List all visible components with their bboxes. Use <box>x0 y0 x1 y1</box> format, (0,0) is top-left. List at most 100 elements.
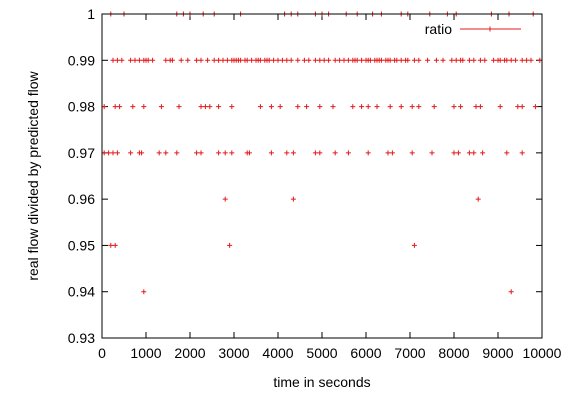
data-point-plus <box>332 150 338 156</box>
data-point-plus <box>537 57 543 63</box>
data-point-plus <box>130 104 136 110</box>
data-point-plus <box>332 57 338 63</box>
data-point-plus <box>312 150 318 156</box>
data-point-plus <box>350 104 356 110</box>
data-point-plus <box>136 57 142 63</box>
data-point-plus <box>128 57 134 63</box>
data-point-plus <box>244 57 250 63</box>
data-point-plus <box>345 150 351 156</box>
data-point-plus <box>185 57 191 63</box>
data-point-plus <box>229 150 235 156</box>
data-point-plus <box>290 196 296 202</box>
legend-marker-icon <box>487 26 493 32</box>
x-tick-label: 1000 <box>130 345 161 361</box>
data-point-plus <box>220 57 226 63</box>
data-point-plus <box>301 57 307 63</box>
data-point-plus <box>132 57 138 63</box>
data-point-plus <box>433 57 439 63</box>
data-point-plus <box>317 150 323 156</box>
data-point-plus <box>411 57 417 63</box>
legend: ratio <box>425 21 521 37</box>
x-tick-label: 2000 <box>174 345 205 361</box>
data-point-plus <box>156 150 162 156</box>
data-point-plus <box>275 57 281 63</box>
data-point-plus <box>198 150 204 156</box>
data-point-plus <box>480 150 486 156</box>
data-point-plus <box>216 104 222 110</box>
data-point-plus <box>359 57 365 63</box>
data-point-plus <box>279 57 285 63</box>
data-point-plus <box>491 57 497 63</box>
data-point-plus <box>365 104 371 110</box>
x-tick-label: 0 <box>98 345 106 361</box>
data-point-plus <box>431 104 437 110</box>
data-point-plus <box>411 242 417 248</box>
data-point-plus <box>128 150 134 156</box>
data-point-plus <box>345 57 351 63</box>
data-point-plus <box>141 104 147 110</box>
data-point-plus <box>194 150 200 156</box>
data-point-plus <box>257 104 263 110</box>
data-point-plus <box>389 150 395 156</box>
data-point-plus <box>141 289 147 295</box>
data-point-plus <box>473 104 479 110</box>
data-point-plus <box>216 150 222 156</box>
data-point-plus <box>326 57 332 63</box>
data-point-plus <box>477 57 483 63</box>
data-point-plus <box>387 57 393 63</box>
data-point-plus <box>284 150 290 156</box>
data-point-plus <box>271 57 277 63</box>
data-point-plus <box>519 104 525 110</box>
data-point-plus <box>205 57 211 63</box>
data-point-plus <box>277 104 283 110</box>
data-point-plus <box>425 57 431 63</box>
data-point-plus <box>139 150 145 156</box>
data-point-plus <box>119 57 125 63</box>
data-point-plus <box>524 57 530 63</box>
data-point-plus <box>398 57 404 63</box>
data-point-plus <box>194 57 200 63</box>
data-point-plus <box>385 150 391 156</box>
data-point-plus <box>455 150 461 156</box>
x-tick-label: 10000 <box>523 345 562 361</box>
x-tick-label: 9000 <box>482 345 513 361</box>
data-point-plus <box>508 57 514 63</box>
data-point-plus <box>101 104 107 110</box>
plot-frame <box>101 13 543 339</box>
x-tick-label: 8000 <box>438 345 469 361</box>
data-point-plus <box>513 57 519 63</box>
x-tick-label: 5000 <box>306 345 337 361</box>
data-point-plus <box>158 104 164 110</box>
data-point-plus <box>295 104 301 110</box>
data-point-plus <box>416 57 422 63</box>
data-point-plus <box>451 104 457 110</box>
data-point-plus <box>112 242 118 248</box>
data-point-plus <box>101 150 107 156</box>
data-point-plus <box>178 57 184 63</box>
data-point-plus <box>211 57 217 63</box>
data-point-plus <box>519 150 525 156</box>
data-point-plus <box>508 289 514 295</box>
data-point-plus <box>365 150 371 156</box>
data-point-plus <box>229 104 235 110</box>
data-point-plus <box>497 57 503 63</box>
data-point-plus <box>163 57 169 63</box>
data-point-plus <box>367 57 373 63</box>
data-points <box>101 11 543 295</box>
data-point-plus <box>207 104 213 110</box>
data-point-plus <box>359 104 365 110</box>
data-point-plus <box>453 57 459 63</box>
data-point-plus <box>227 242 233 248</box>
data-point-plus <box>466 150 472 156</box>
data-point-plus <box>106 150 112 156</box>
data-point-plus <box>284 57 290 63</box>
data-point-plus <box>198 57 204 63</box>
data-point-plus <box>224 57 230 63</box>
data-point-plus <box>266 57 272 63</box>
data-point-plus <box>169 57 175 63</box>
data-point-plus <box>163 150 169 156</box>
data-point-plus <box>374 104 380 110</box>
data-point-plus <box>440 57 446 63</box>
data-point-plus <box>354 57 360 63</box>
